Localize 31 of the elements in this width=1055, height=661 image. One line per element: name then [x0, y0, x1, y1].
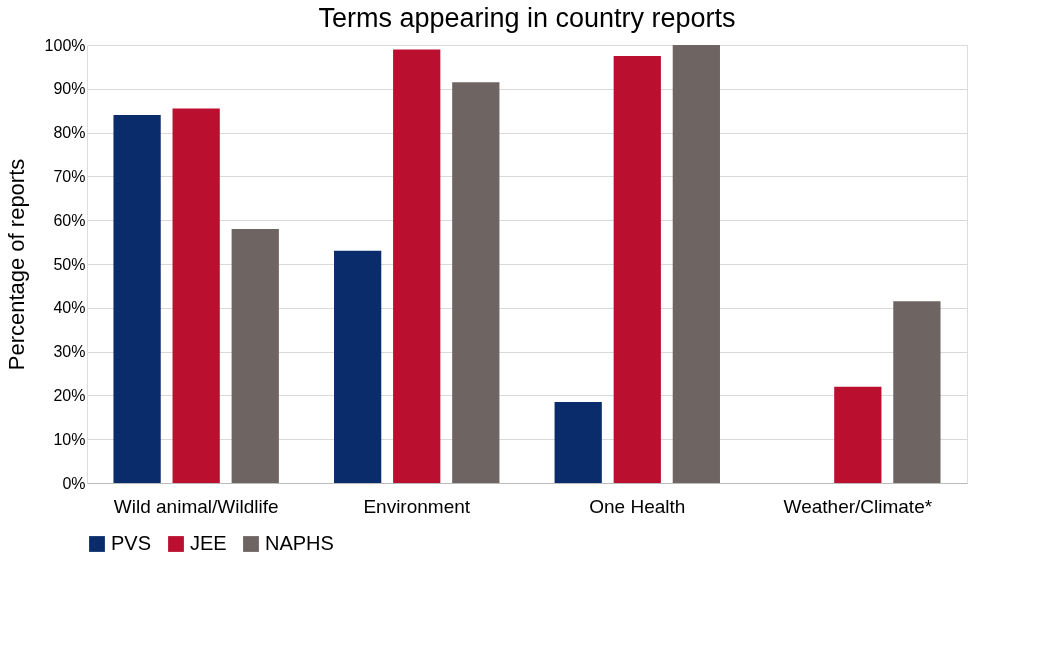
- bar: [113, 115, 161, 483]
- bar: [893, 301, 941, 483]
- x-tick-label: Environment: [363, 495, 471, 517]
- y-tick-label: 60%: [53, 211, 86, 229]
- y-tick-label: 90%: [53, 80, 86, 98]
- y-tick-label: 100%: [44, 36, 86, 54]
- x-tick-label: Wild animal/Wildlife: [113, 495, 279, 517]
- legend-label: PVS: [111, 532, 152, 554]
- x-tick-label: Weather/Climate*: [783, 495, 933, 517]
- bar: [834, 386, 882, 483]
- bar: [554, 401, 602, 483]
- legend-label: NAPHS: [265, 532, 334, 554]
- chart-title: Terms appearing in country reports: [318, 3, 736, 33]
- y-axis-title: Percentage of reports: [3, 158, 29, 371]
- y-tick-label: 0%: [62, 474, 86, 492]
- y-tick-label: 20%: [53, 386, 86, 404]
- y-tick-label: 50%: [53, 255, 86, 273]
- y-tick-label: 30%: [53, 343, 86, 361]
- bar: [452, 82, 500, 483]
- bar: [613, 55, 661, 483]
- bar: [672, 45, 720, 483]
- bar: [172, 108, 220, 483]
- y-tick-label: 40%: [53, 299, 86, 317]
- y-tick-label: 80%: [53, 124, 86, 142]
- legend-label: JEE: [190, 532, 227, 554]
- bar: [231, 228, 279, 483]
- y-tick-label: 70%: [53, 167, 86, 185]
- bar: [334, 250, 382, 483]
- x-tick-label: One Health: [589, 495, 686, 517]
- y-tick-label: 10%: [53, 430, 86, 448]
- bar: [393, 49, 441, 483]
